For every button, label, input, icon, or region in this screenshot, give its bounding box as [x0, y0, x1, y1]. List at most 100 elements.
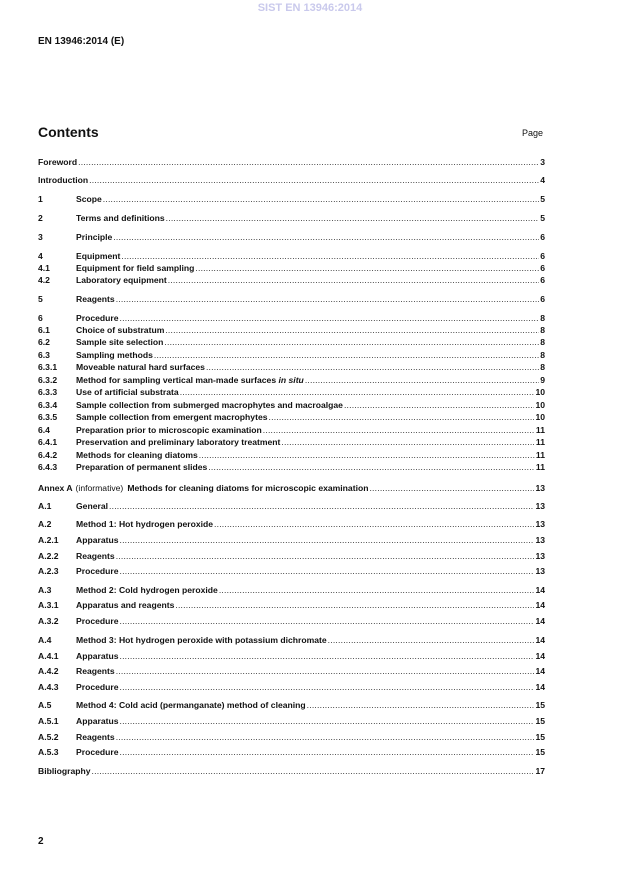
toc-entry-page: 15: [535, 732, 545, 742]
toc-entry-title: Method 4: Cold acid (permanganate) metho…: [76, 700, 306, 711]
toc-entry-page: 15: [535, 700, 545, 710]
dot-leader: [78, 157, 539, 168]
toc-entry-number: 3: [38, 232, 43, 242]
dot-leader: [120, 616, 535, 627]
dot-leader: [369, 483, 534, 494]
toc-entry-title-text: Procedure: [76, 682, 119, 692]
toc-entry-title-text: Terms and definitions: [76, 213, 165, 223]
dot-leader: [120, 682, 535, 693]
toc-entry[interactable]: 6.3 Sampling methods 8: [38, 350, 545, 361]
toc-entry-page: 14: [535, 666, 545, 676]
toc-entry-title: Choice of substratum: [76, 325, 164, 336]
toc-entry[interactable]: Annex A (informative) Methods for cleaning…: [38, 483, 545, 494]
toc-entry-title: Sample site selection: [76, 337, 163, 348]
dot-leader: [120, 651, 535, 662]
toc-entry-title: Method 1: Hot hydrogen peroxide: [76, 519, 213, 530]
toc-entry-title: Sample collection from emergent macrophy…: [76, 412, 268, 423]
toc-entry[interactable]: A.2 Method 1: Hot hydrogen peroxide 13: [38, 519, 545, 530]
annex-note: (informative): [75, 483, 124, 493]
toc-entry[interactable]: 2 Terms and definitions 5: [38, 213, 545, 224]
toc-entry-page: 14: [535, 635, 545, 645]
toc-entry-number: 6.3.1: [38, 362, 58, 372]
toc-entry[interactable]: 6.3.1 Moveable natural hard surfaces 8: [38, 362, 545, 373]
toc-entry[interactable]: A.2.1 Apparatus 13: [38, 535, 545, 546]
toc-entry-title-text: Preparation prior to microscopic examina…: [76, 425, 262, 435]
toc-entry-title: Equipment for field sampling: [76, 263, 194, 274]
toc-entry-title-text: Equipment: [76, 251, 121, 261]
toc-entry-page: 8: [540, 313, 545, 323]
toc-entry-page: 9: [540, 375, 545, 385]
dot-leader: [281, 437, 534, 448]
toc-entry-number: 6.4.2: [38, 450, 58, 460]
toc-entry[interactable]: 6.3.3 Use of artificial substrata 10: [38, 387, 545, 398]
toc-entry[interactable]: 3 Principle 6: [38, 232, 545, 243]
toc-entry[interactable]: A.5.2 Reagents 15: [38, 732, 545, 743]
toc-entry[interactable]: A.3 Method 2: Cold hydrogen peroxide 14: [38, 585, 545, 596]
toc-entry[interactable]: Foreword 3: [38, 157, 545, 168]
toc-entry[interactable]: 6.3.4 Sample collection from submerged ma…: [38, 400, 545, 411]
toc-entry[interactable]: 5 Reagents 6: [38, 294, 545, 305]
toc-entry-title-text: Scope: [76, 194, 102, 204]
toc-entry[interactable]: 4.1 Equipment for field sampling 6: [38, 263, 545, 274]
toc-entry[interactable]: 6.3.2 Method for sampling vertical man-ma…: [38, 375, 545, 386]
toc-entry-title: Bibliography: [38, 766, 91, 777]
toc-entry-page: 13: [535, 483, 545, 493]
toc-entry[interactable]: A.5 Method 4: Cold acid (permanganate) me…: [38, 700, 545, 711]
toc-entry-page: 14: [535, 585, 545, 595]
dot-leader: [165, 325, 539, 336]
toc-entry-title-text: Principle: [76, 232, 113, 242]
dot-leader: [121, 251, 539, 262]
toc-entry[interactable]: 6.4.2 Methods for cleaning diatoms 11: [38, 450, 545, 461]
toc-entry[interactable]: A.4.1 Apparatus 14: [38, 651, 545, 662]
toc-entry[interactable]: A.3.2 Procedure 14: [38, 616, 545, 627]
toc-entry[interactable]: 6 Procedure 8: [38, 313, 545, 324]
toc-entry-title: Introduction: [38, 175, 88, 186]
toc-entry[interactable]: Introduction 4: [38, 175, 545, 186]
toc-entry-title-text: Moveable natural hard surfaces: [76, 362, 205, 372]
toc-entry[interactable]: 6.4.3 Preparation of permanent slides 11: [38, 462, 545, 473]
toc-entry-title: Sampling methods: [76, 350, 153, 361]
toc-entry[interactable]: 1 Scope 5: [38, 194, 545, 205]
toc-entry-page: 11: [535, 437, 545, 447]
watermark: SIST EN 13946:2014: [257, 2, 363, 14]
toc-entry[interactable]: 6.3.5 Sample collection from emergent mac…: [38, 412, 545, 423]
toc-entry-number: A.4.1: [38, 651, 59, 661]
toc-entry[interactable]: 6.4.1 Preservation and preliminary labora…: [38, 437, 545, 448]
toc-entry[interactable]: A.1 General 13: [38, 501, 545, 512]
toc-entry[interactable]: 4.2 Laboratory equipment 6: [38, 275, 545, 286]
dot-leader: [89, 175, 539, 186]
toc-entry-number: 6.1: [38, 325, 50, 335]
toc-entry-page: 13: [535, 501, 545, 511]
toc-entry[interactable]: A.4 Method 3: Hot hydrogen peroxide with …: [38, 635, 545, 646]
toc-entry[interactable]: A.2.3 Procedure 13: [38, 566, 545, 577]
toc-entry-title: Method 3: Hot hydrogen peroxide with pot…: [76, 635, 327, 646]
dot-leader: [120, 313, 540, 324]
toc-entry-title: Laboratory equipment: [76, 275, 167, 286]
toc-entry[interactable]: 4 Equipment 6: [38, 251, 545, 262]
toc-entry[interactable]: A.3.1 Apparatus and reagents 14: [38, 600, 545, 611]
toc-entry-page: 15: [535, 716, 545, 726]
toc-entry-title: Equipment: [76, 251, 120, 262]
toc-entry[interactable]: 6.2 Sample site selection 8: [38, 337, 545, 348]
toc-entry-page: 17: [535, 766, 545, 776]
toc-entry-title: Procedure: [76, 682, 119, 693]
toc-entry-number: A.1: [38, 501, 52, 511]
toc-entry-page: 14: [535, 616, 545, 626]
toc-entry-number: 5: [38, 294, 43, 304]
toc-entry[interactable]: A.4.2 Reagents 14: [38, 666, 545, 677]
dot-leader: [305, 375, 539, 386]
toc-entry[interactable]: A.2.2 Reagents 13: [38, 551, 545, 562]
page-column-label: Page: [522, 128, 544, 138]
toc-entry-title: Moveable natural hard surfaces: [76, 362, 205, 373]
toc-entry-number: A.2.2: [38, 551, 59, 561]
toc-entry-title: Procedure: [76, 616, 119, 627]
toc-entry-title: Reagents: [76, 294, 115, 305]
toc-entry[interactable]: 6.1 Choice of substratum 8: [38, 325, 545, 336]
toc-entry[interactable]: A.5.3 Procedure 15: [38, 747, 545, 758]
toc-entry[interactable]: A.4.3 Procedure 14: [38, 682, 545, 693]
toc-entry[interactable]: Bibliography 17: [38, 766, 545, 777]
toc-entry[interactable]: 6.4 Preparation prior to microscopic exam…: [38, 425, 545, 436]
toc-entry[interactable]: A.5.1 Apparatus 15: [38, 716, 545, 727]
toc-entry-title-text: Methods for cleaning diatoms for microsc…: [127, 483, 369, 493]
toc-entry-title: Annex A (informative) Methods for cleaning…: [38, 483, 368, 494]
